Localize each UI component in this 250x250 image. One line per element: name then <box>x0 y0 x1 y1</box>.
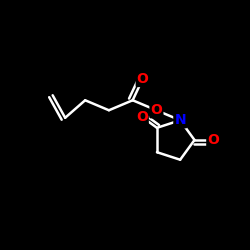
Text: O: O <box>207 133 219 147</box>
Text: N: N <box>174 113 186 127</box>
Text: O: O <box>150 103 162 117</box>
Text: O: O <box>136 110 148 124</box>
Text: O: O <box>137 72 148 86</box>
